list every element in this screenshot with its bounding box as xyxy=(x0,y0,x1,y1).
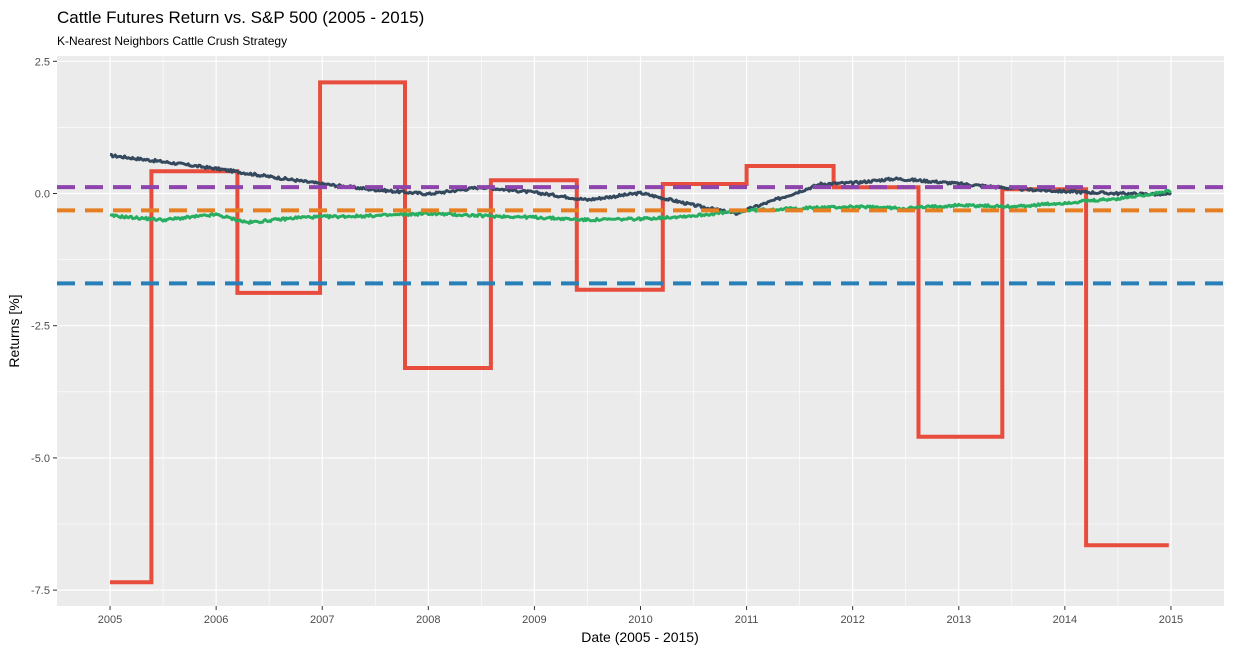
y-axis-label: Returns [%] xyxy=(6,294,22,367)
y-axis: 2.5 0.0 -2.5 -5.0 -7.5 xyxy=(31,56,57,597)
x-tick-label: 2011 xyxy=(735,614,759,626)
x-tick-label: 2008 xyxy=(416,614,440,626)
x-axis-label: Date (2005 - 2015) xyxy=(581,629,699,645)
x-tick-label: 2013 xyxy=(947,614,971,626)
y-tick-label: -5.0 xyxy=(31,453,50,465)
x-tick-label: 2012 xyxy=(840,614,864,626)
chart-title: Cattle Futures Return vs. S&P 500 (2005 … xyxy=(57,8,424,27)
x-tick-label: 2010 xyxy=(628,614,652,626)
x-tick-label: 2005 xyxy=(98,614,122,626)
x-tick-label: 2007 xyxy=(310,614,334,626)
x-tick-label: 2015 xyxy=(1159,614,1183,626)
strategy-line xyxy=(110,80,1169,585)
x-tick-label: 2009 xyxy=(522,614,546,626)
x-tick-label: 2006 xyxy=(204,614,228,626)
y-tick-label: -7.5 xyxy=(31,585,50,597)
y-tick-label: 2.5 xyxy=(35,56,50,68)
grid-lines xyxy=(57,56,1224,606)
y-tick-label: -2.5 xyxy=(31,321,50,333)
y-tick-label: 0.0 xyxy=(35,189,50,201)
series-layer xyxy=(57,80,1224,585)
green-series-line xyxy=(109,188,1172,225)
x-axis: 2005 2006 2007 2008 2009 2010 2011 2012 2013 2014… xyxy=(98,606,1183,626)
x-tick-label: 2014 xyxy=(1053,614,1077,626)
chart-subtitle: K-Nearest Neighbors Cattle Crush Strateg… xyxy=(57,34,287,48)
